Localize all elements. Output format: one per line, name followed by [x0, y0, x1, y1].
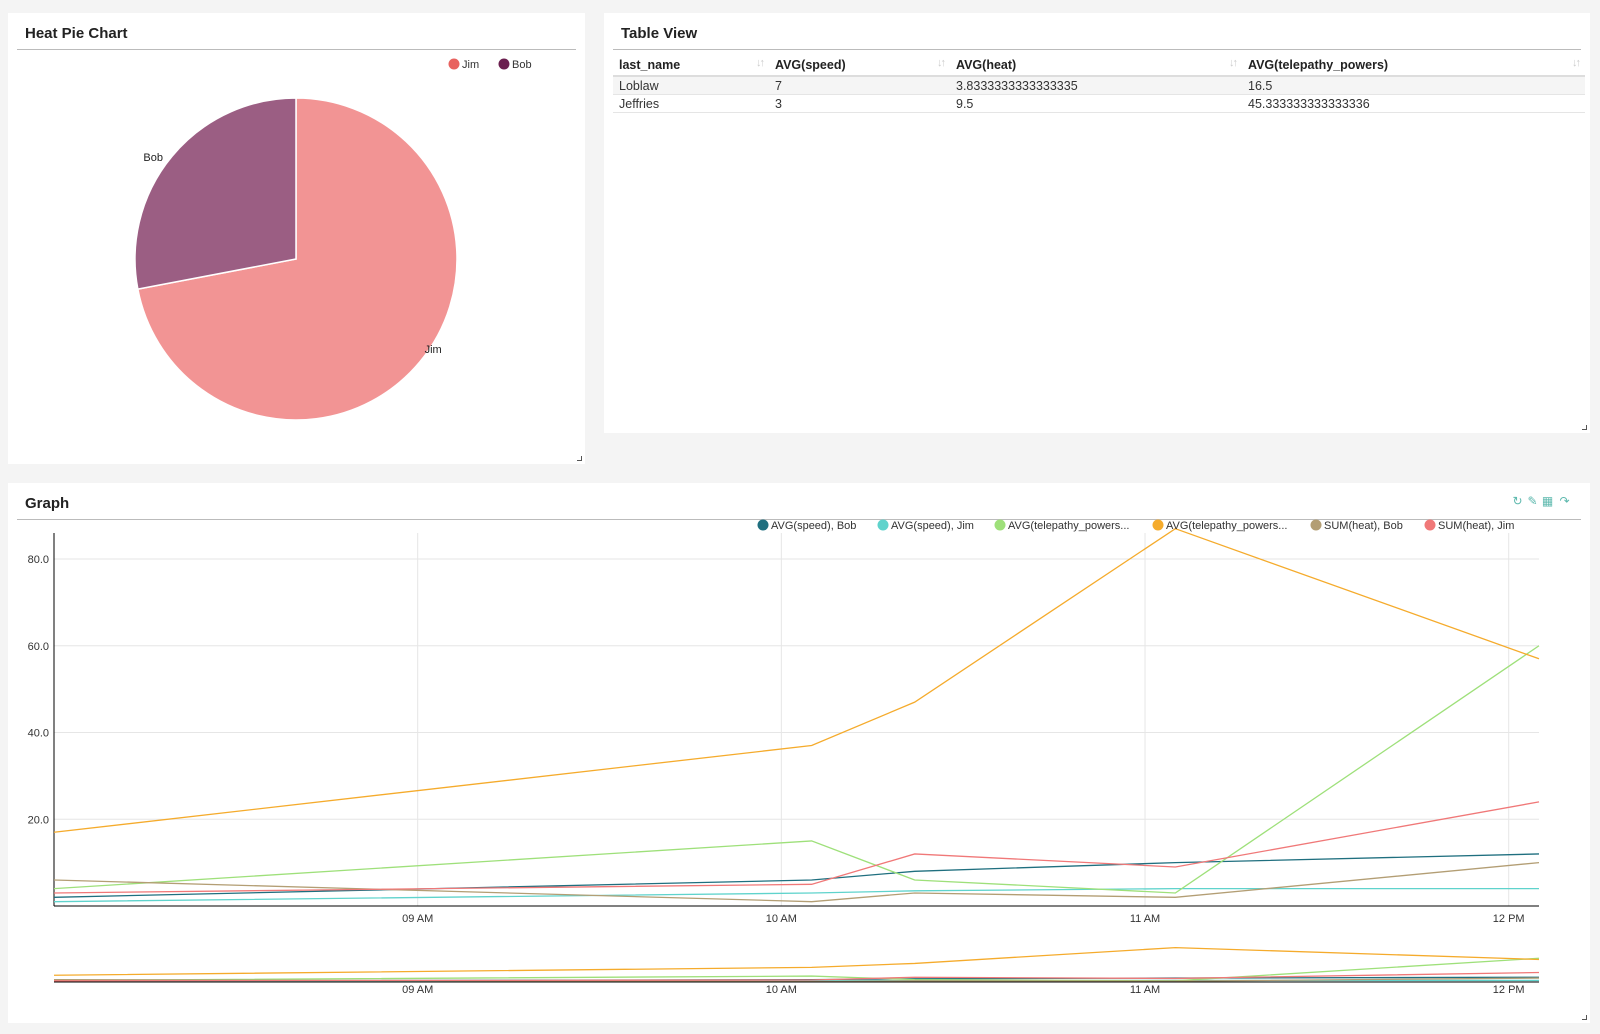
pie-chart: Jim Bob Jim Bob — [134, 58, 532, 421]
x-tick-label: 11 AM — [1130, 913, 1160, 925]
graph-legend-label: SUM(heat), Bob — [1324, 520, 1403, 532]
column-header-label: last_name — [619, 58, 681, 72]
column-header-avg-heat[interactable]: AVG(heat) ↓↑ — [950, 55, 1242, 77]
graph-legend-label: SUM(heat), Jim — [1438, 520, 1514, 532]
series-line — [53, 888, 1539, 903]
column-header-label: AVG(telepathy_powers) — [1248, 58, 1389, 72]
column-header-avg-speed[interactable]: AVG(speed) ↓↑ — [769, 55, 950, 77]
pie-legend-label: Bob — [512, 59, 532, 71]
table-cell: 16.5 — [1242, 76, 1585, 95]
graph-panel-divider — [17, 519, 1581, 520]
line-chart: 09 AM 09 AM 10 AM 10 AM 11 AM 11 AM 12 PM 12 PM… — [28, 519, 1540, 996]
graph-legend-label: AVG(telepathy_powers... — [1166, 520, 1287, 532]
pie-resize-handle[interactable] — [577, 456, 582, 461]
series-line — [53, 853, 1540, 898]
table-cell: 45.333333333333336 — [1242, 94, 1585, 113]
context-x-tick-label: 10 AM — [766, 984, 797, 996]
table-cell: 7 — [769, 76, 950, 95]
table-cell: 3.8333333333333335 — [950, 76, 1242, 95]
pie-panel-divider — [17, 49, 576, 50]
column-header-last-name[interactable]: last_name ↓↑ — [613, 55, 769, 77]
table-panel-divider — [613, 49, 1581, 50]
context-x-tick-label: 12 PM — [1493, 984, 1525, 996]
table-resize-handle[interactable] — [1582, 425, 1587, 430]
pie-slice — [136, 97, 458, 421]
context-series-line — [53, 977, 1540, 983]
pie-slice-label: Jim — [425, 344, 442, 356]
share-icon[interactable]: ↷ — [1559, 494, 1570, 508]
y-tick-label: 40.0 — [28, 728, 49, 740]
table-icon[interactable]: ▦ — [1541, 494, 1554, 508]
refresh-icon[interactable]: ↻ — [1512, 494, 1523, 508]
column-header-avg-telepathy[interactable]: AVG(telepathy_powers) ↓↑ — [1242, 55, 1585, 77]
graph-legend-marker — [1152, 519, 1164, 531]
graph-legend-label: AVG(telepathy_powers... — [1008, 520, 1129, 532]
table-row: Loblaw 7 3.8333333333333335 16.5 — [613, 76, 1585, 95]
pie-legend-label: Jim — [462, 59, 479, 71]
pie-slice-label: Bob — [143, 152, 163, 164]
series-line — [53, 801, 1540, 894]
sort-icon[interactable]: ↓↑ — [1229, 57, 1238, 69]
graph-legend-marker — [1310, 519, 1322, 531]
graph-legend-label: AVG(speed), Bob — [771, 520, 856, 532]
pie-legend-marker — [448, 58, 460, 70]
graph-panel-title: Graph — [25, 495, 70, 512]
context-series-line — [53, 957, 1540, 982]
context-x-tick-label: 09 AM — [402, 984, 433, 996]
pie-legend-marker — [498, 58, 510, 70]
column-header-label: AVG(speed) — [775, 58, 846, 72]
column-header-label: AVG(heat) — [956, 58, 1017, 72]
context-x-tick-label: 11 AM — [1130, 984, 1160, 996]
x-tick-label: 10 AM — [766, 913, 797, 925]
table-cell: 9.5 — [950, 94, 1242, 113]
x-tick-label: 09 AM — [402, 913, 433, 925]
context-series-line — [53, 971, 1540, 982]
graph-legend-marker — [1424, 519, 1436, 531]
pie-panel-title: Heat Pie Chart — [25, 25, 128, 42]
table-cell: Jeffries — [613, 94, 769, 113]
pie-slice — [134, 97, 297, 291]
table-view-panel: Table View last_name ↓↑ AVG(speed) ↓↑ AVG(… — [604, 13, 1590, 433]
y-tick-label: 60.0 — [28, 641, 49, 653]
sort-icon[interactable]: ↓↑ — [937, 57, 946, 69]
y-tick-label: 20.0 — [28, 814, 49, 826]
series-line — [53, 527, 1540, 833]
graph-panel: Graph ↻ ✎ ▦ ↷ 09 AM 09 AM 10 AM 10 AM 11 AM 1… — [8, 483, 1590, 1023]
heat-pie-chart-panel: Heat Pie Chart Jim Bob Jim Bob — [8, 13, 585, 464]
table-cell: Loblaw — [613, 76, 769, 95]
table-panel-title: Table View — [621, 25, 698, 42]
series-line — [53, 861, 1540, 903]
data-table: last_name ↓↑ AVG(speed) ↓↑ AVG(heat) ↓↑ AVG… — [613, 55, 1585, 113]
graph-legend-marker — [877, 519, 889, 531]
graph-legend-marker — [994, 519, 1006, 531]
graph-legend-marker — [757, 519, 769, 531]
context-series-line — [53, 946, 1540, 976]
x-tick-label: 12 PM — [1493, 913, 1525, 925]
table-cell: 3 — [769, 94, 950, 113]
sort-icon[interactable]: ↓↑ — [1572, 57, 1581, 69]
graph-resize-handle[interactable] — [1582, 1015, 1587, 1020]
sort-icon[interactable]: ↓↑ — [756, 57, 765, 69]
series-line — [53, 645, 1540, 894]
graph-legend-label: AVG(speed), Jim — [891, 520, 974, 532]
table-row: Jeffries 3 9.5 45.333333333333336 — [613, 94, 1585, 113]
y-tick-label: 80.0 — [28, 554, 49, 566]
edit-icon[interactable]: ✎ — [1527, 494, 1538, 508]
